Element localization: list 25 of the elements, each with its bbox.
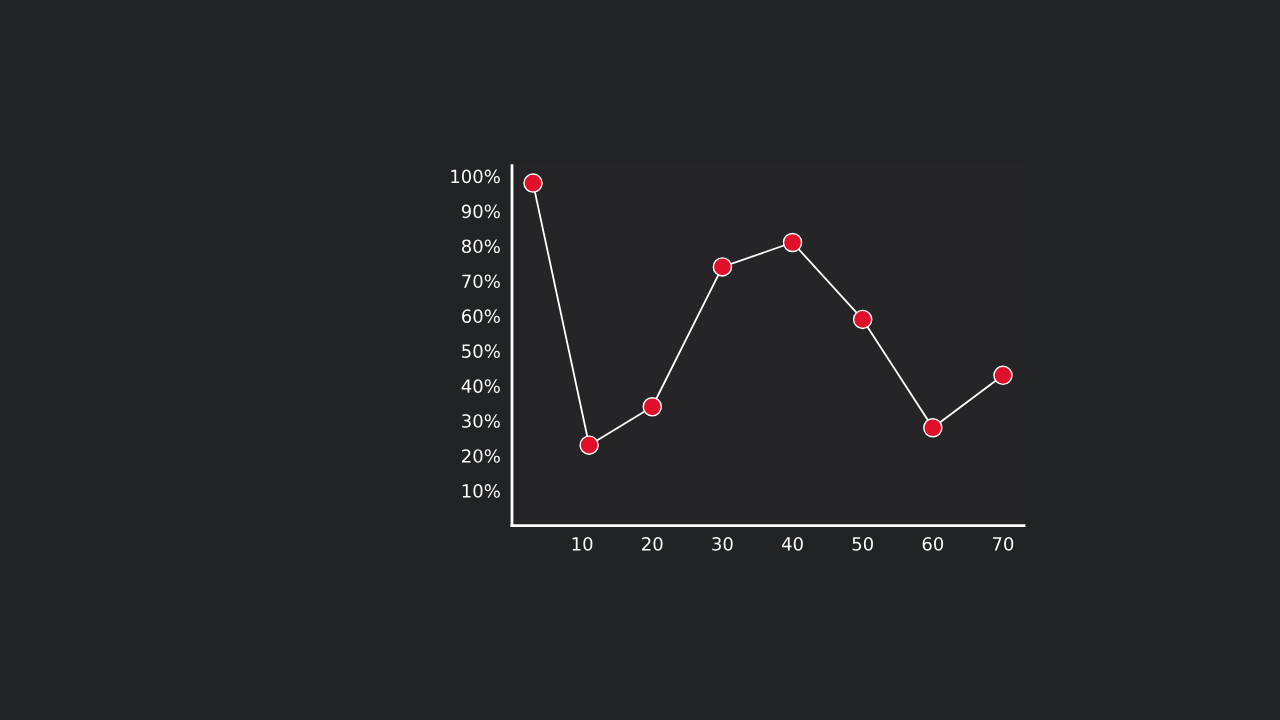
y-tick-label: 20% [462, 449, 500, 463]
point [852, 309, 873, 330]
x-tick-label: 40 [781, 537, 803, 551]
x-tick-label: 10 [572, 537, 593, 551]
y-tick-label: 70% [462, 274, 500, 289]
y-tick-label: 80% [461, 239, 500, 254]
x-tick-label: 60 [922, 537, 944, 551]
y-tick-label: 40% [461, 379, 500, 393]
point [993, 365, 1013, 386]
point [579, 435, 599, 455]
x-tick-label: 70 [992, 537, 1014, 551]
y-tick-label: 100% [451, 169, 500, 184]
y-tick-label: 90% [461, 204, 500, 219]
y-tick-label: 50% [462, 344, 500, 358]
point [782, 232, 803, 253]
y-tick-label: 10% [462, 484, 500, 498]
x-tick-label: 30 [712, 537, 733, 551]
point [712, 257, 733, 277]
y-tick-label: 30% [462, 414, 500, 428]
x-tick-label: 20 [642, 537, 663, 551]
point [923, 417, 943, 438]
x-tick-label: 50 [852, 537, 873, 551]
point [523, 173, 543, 193]
point [642, 397, 663, 417]
y-tick-label: 60% [462, 309, 500, 324]
